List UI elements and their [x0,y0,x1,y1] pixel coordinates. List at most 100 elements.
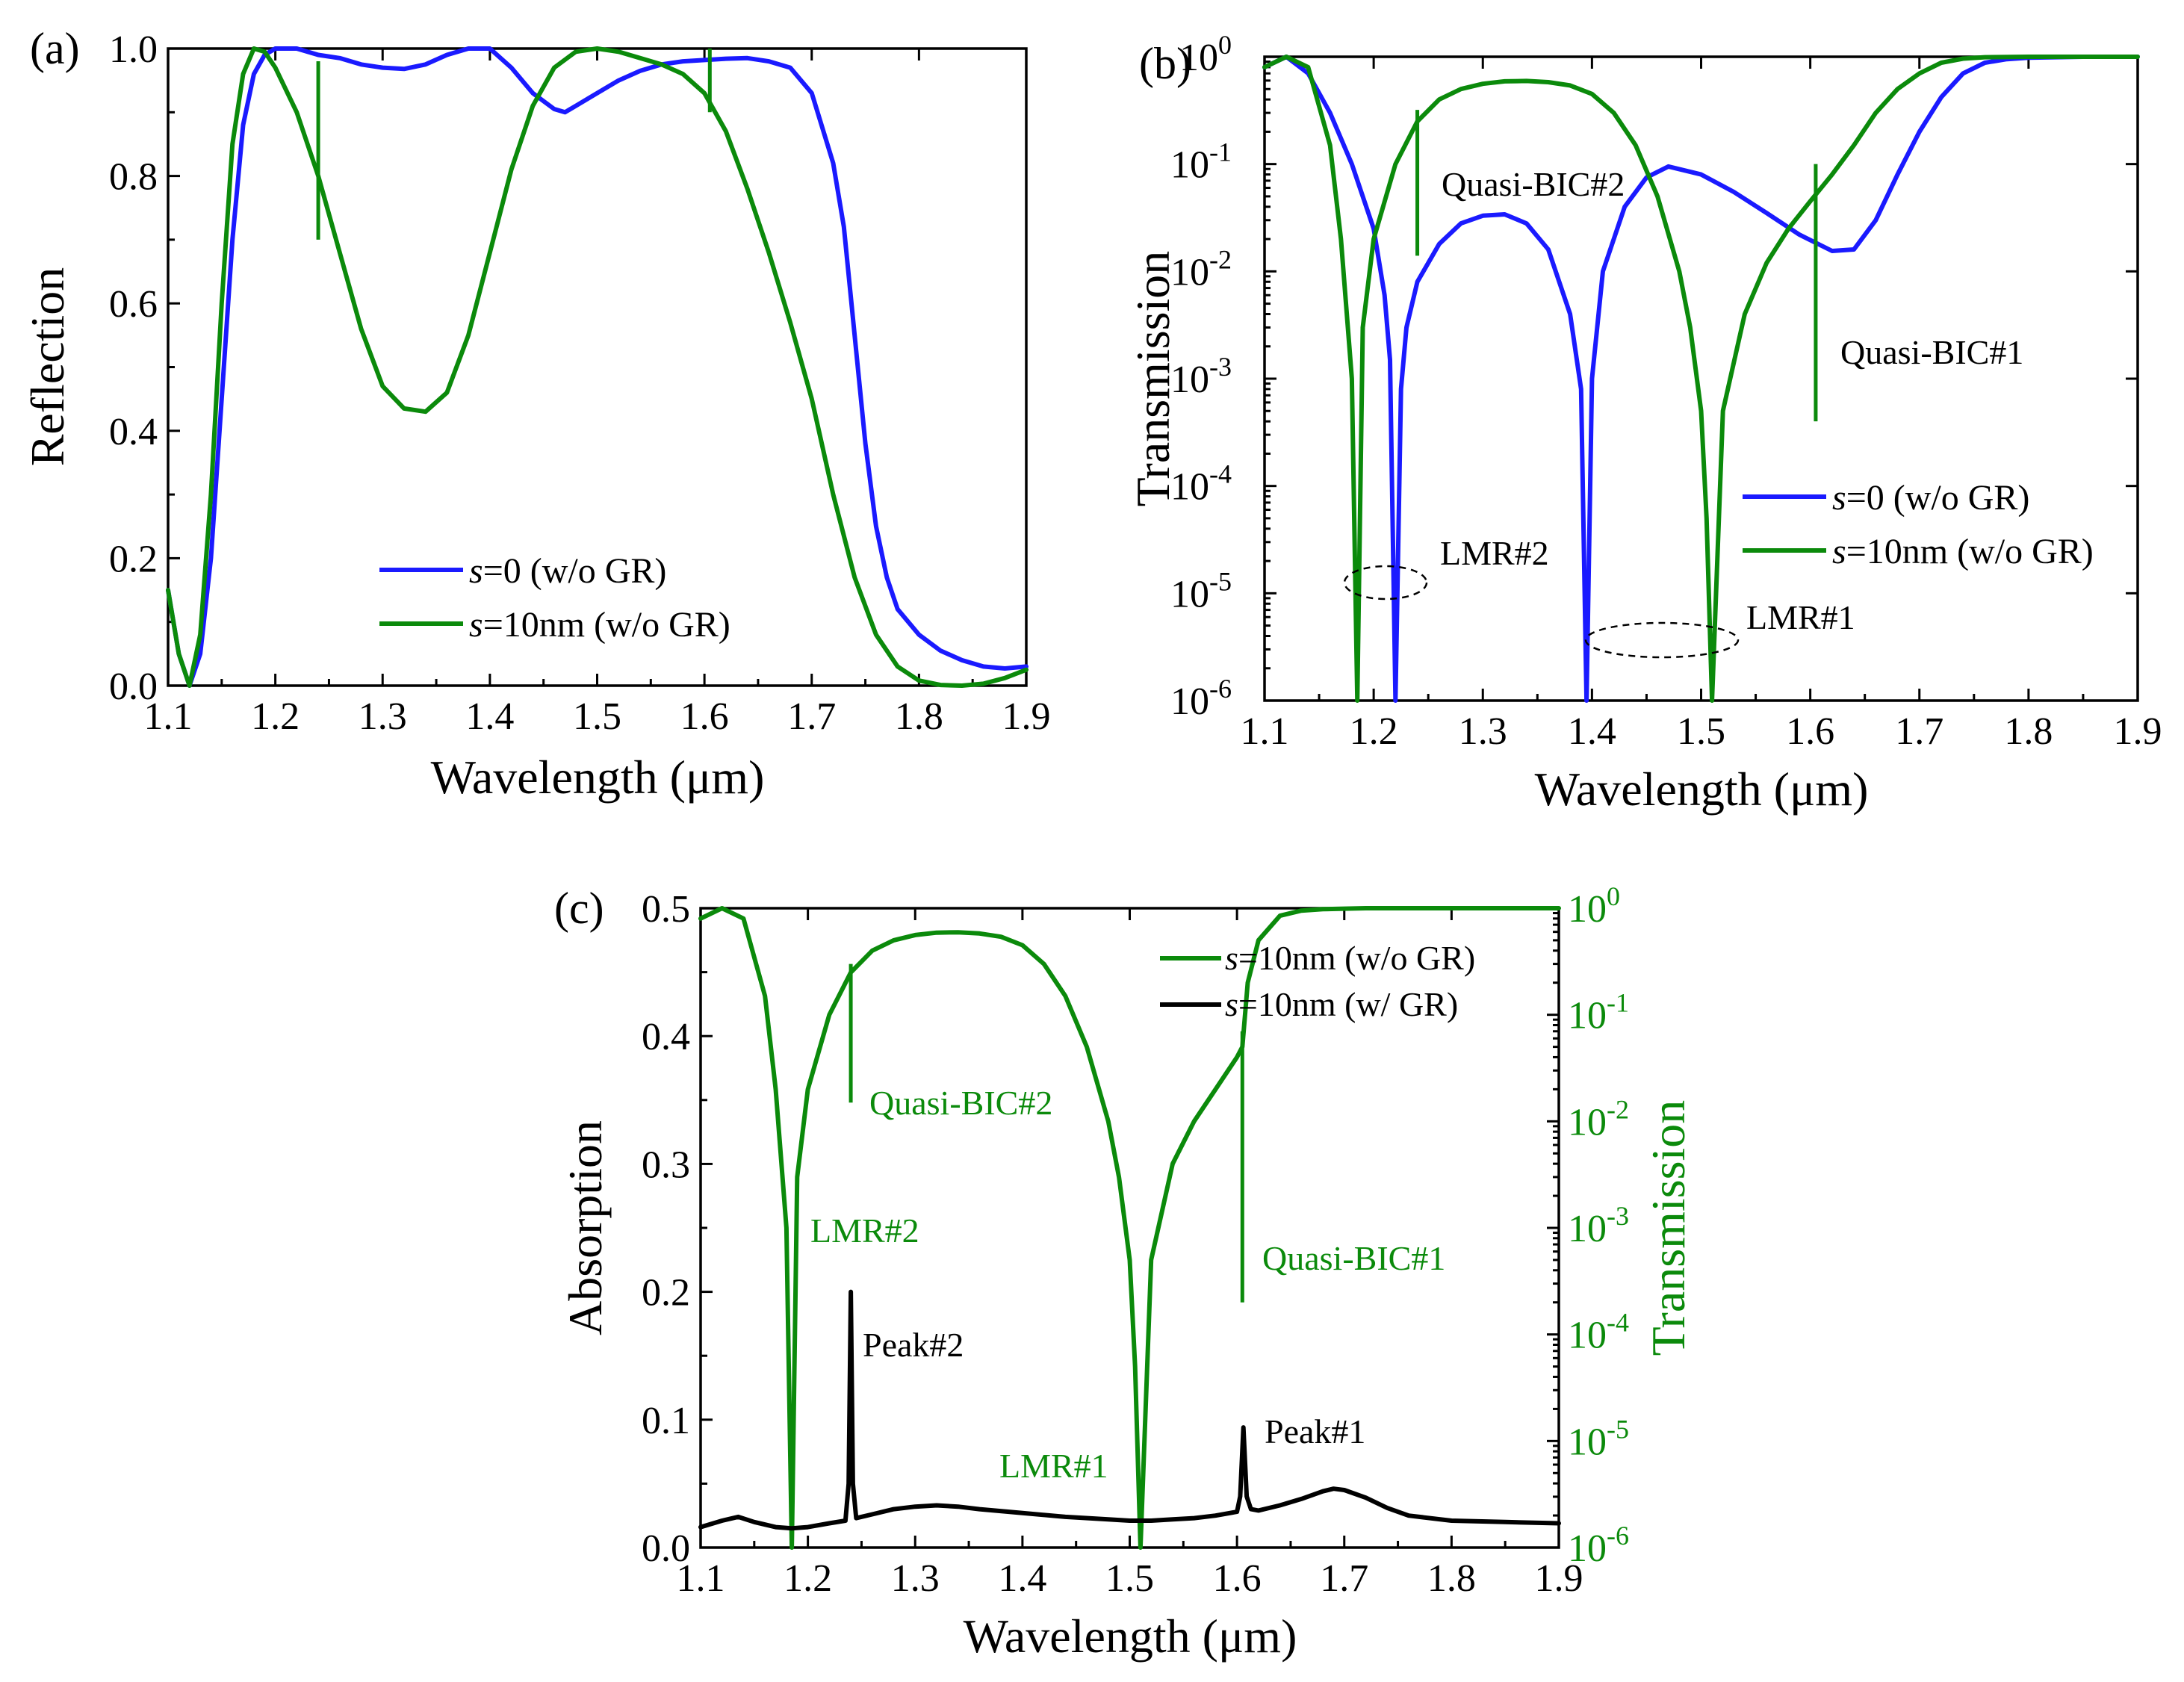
panel-a-label: (a) [30,24,80,73]
panel-c-right-ytick-label: 10-6 [1568,1521,1629,1570]
legend-entry-s0: s=0 (w/o GR) [469,551,666,591]
panel-b-xtick-label: 1.1 [1241,710,1289,753]
legend-entry-s0: s=0 (w/o GR) [1832,478,2029,518]
panel-b-ellipse-lmr1 [1584,621,1740,659]
panel-b-annotation-lmr2: LMR#2 [1440,534,1549,572]
panel-b-series-green [1262,55,2140,703]
panel-b-ytick-label: 10-3 [1170,352,1232,401]
panel-c-ytick-label: 0.1 [642,1400,690,1442]
panel-c-right-ytick-label: 10-3 [1568,1201,1629,1250]
panel-a-xtick-label: 1.6 [680,695,729,738]
panel-b-ytick-label: 10-4 [1170,459,1232,509]
panel-b-ytick-label: 10-5 [1170,566,1232,615]
panel-c-right-ytick-label: 10-1 [1568,988,1629,1037]
panel-c-xtick-label: 1.9 [1535,1557,1583,1600]
panel-b-xtick-label: 1.2 [1350,710,1398,753]
legend-entry-s10: s=10nm (w/o GR) [469,605,730,645]
panel-a-xlabel: Wavelength (μm) [431,751,765,804]
panel-b-ylabel: Transmission [1126,251,1179,507]
panel-c-annotation-qbic2: Quasi-BIC#2 [869,1084,1052,1122]
panel-c-ytick-label: 0.5 [642,888,690,931]
panel-b-ytick-label: 10-1 [1170,137,1232,187]
panel-c-xtick-label: 1.8 [1427,1557,1476,1600]
panel-a-ytick-label: 1.0 [109,28,158,71]
panel-a-xtick-label: 1.5 [573,695,621,738]
panel-c-right-ytick-label: 10-4 [1568,1308,1629,1357]
panel-c-series-green [698,906,1561,1550]
panel-c-series-black [698,1289,1561,1531]
panel-c-xtick-label: 1.3 [891,1557,940,1600]
panel-c-curves [698,906,1561,1550]
panel-c-right-ytick-label: 10-2 [1568,1094,1629,1143]
panel-c-xtick-label: 1.7 [1320,1557,1368,1600]
panel-b-annotation-qbic2: Quasi-BIC#2 [1442,165,1625,203]
panel-a-xtick-label: 1.9 [1002,695,1051,738]
panel-b-ellipse-lmr2 [1343,565,1428,601]
panel-a-ytick-label: 0.0 [109,665,158,708]
panel-a-ytick-label: 0.8 [109,156,158,199]
panel-b-annotation-qbic1: Quasi-BIC#1 [1840,333,2023,371]
panel-b-xlabel: Wavelength (μm) [1535,763,1869,816]
panel-b-ticks: 1.1 1.2 1.3 1.4 1.5 1.6 1.7 1.8 1.9 100 10-1 10-2 10… [1170,30,2162,753]
panel-c-ytick-label: 0.0 [642,1527,690,1570]
panel-b-ytick-label: 10-2 [1170,244,1232,294]
panel-c-right-ytick-label: 100 [1568,881,1620,931]
panel-c-label: (c) [554,884,604,933]
panel-a: (a) 1.1 1.2 1.3 1.4 1.5 1.6 1.7 1.8 1.9 0.0 0.2 0.4… [21,24,1051,804]
panel-c-annotation-lmr2: LMR#2 [810,1211,919,1250]
panel-b-xtick-label: 1.5 [1677,710,1725,753]
legend-entry-green: s=10nm (w/o GR) [1225,939,1475,977]
panel-a-ytick-label: 0.2 [109,538,158,580]
panel-c-right-ytick-label: 10-5 [1568,1414,1629,1463]
panel-c-annotation-qbic1: Quasi-BIC#1 [1262,1239,1445,1277]
panel-b-ytick-label: 100 [1179,30,1232,79]
panel-a-xtick-label: 1.4 [465,695,514,738]
panel-a-ytick-label: 0.6 [109,283,158,326]
panel-c-xlabel: Wavelength (μm) [964,1610,1297,1663]
panel-b-annotation-lmr1: LMR#1 [1746,598,1855,636]
panel-b-legend: s=0 (w/o GR) s=10nm (w/o GR) [1743,478,2094,571]
legend-entry-black: s=10nm (w/ GR) [1225,985,1458,1023]
legend-entry-s10: s=10nm (w/o GR) [1832,532,2094,571]
panel-a-ytick-label: 0.4 [109,411,158,453]
panel-a-ticks: 1.1 1.2 1.3 1.4 1.5 1.6 1.7 1.8 1.9 0.0 0.2 0.4 0.6 0… [109,28,1051,738]
panel-c-ticks: 1.1 1.2 1.3 1.4 1.5 1.6 1.7 1.8 1.9 0.0 0.1 0.2 0.3 0… [642,881,1629,1600]
panel-c-xtick-label: 1.6 [1213,1557,1262,1600]
panel-c-legend: s=10nm (w/o GR) s=10nm (w/ GR) [1160,939,1475,1023]
panel-b-xtick-label: 1.3 [1459,710,1507,753]
panel-b-label: (b) [1139,39,1191,88]
panel-a-xtick-label: 1.1 [144,695,193,738]
panel-c-ytick-label: 0.2 [642,1272,690,1315]
panel-b-ytick-label: 10-6 [1170,674,1232,723]
panel-c-y2label: Transmission [1642,1100,1695,1356]
panel-c-ytick-label: 0.3 [642,1143,690,1186]
panel-b: (b) 1.1 1.2 1.3 1.4 1.5 1.6 1.7 1.8 1.9 100 10-1 10… [1126,30,2162,816]
panel-b-xtick-label: 1.7 [1895,710,1943,753]
panel-c-xtick-label: 1.2 [784,1557,832,1600]
panel-a-ylabel: Reflection [21,267,74,467]
panel-a-curves [166,46,1029,688]
panel-b-xtick-label: 1.4 [1568,710,1616,753]
panel-b-xtick-label: 1.8 [2004,710,2053,753]
panel-c-ylabel: Absorption [559,1120,612,1335]
panel-c-xtick-label: 1.1 [677,1557,725,1600]
panel-b-curves [1262,55,2140,703]
panel-a-legend: s=0 (w/o GR) s=10nm (w/o GR) [379,551,730,645]
panel-c-annotation-lmr1: LMR#1 [999,1447,1108,1485]
panel-b-xtick-label: 1.6 [1786,710,1834,753]
panel-a-xtick-label: 1.8 [895,695,943,738]
panel-a-xtick-label: 1.2 [251,695,300,738]
panel-b-xtick-label: 1.9 [2114,710,2162,753]
panel-c-annotation-peak1: Peak#1 [1265,1412,1365,1450]
panel-a-series-green [166,46,1029,688]
panel-a-xtick-label: 1.3 [359,695,407,738]
panel-c-xtick-label: 1.4 [998,1557,1046,1600]
panel-b-series-blue [1262,55,2140,703]
panel-c-annotation-peak2: Peak#2 [863,1326,964,1364]
panel-a-series-blue [166,46,1029,688]
panel-a-xtick-label: 1.7 [787,695,836,738]
panel-c-xtick-label: 1.5 [1105,1557,1154,1600]
panel-c-ytick-label: 0.4 [642,1016,690,1058]
panel-c: (c) 1.1 1.2 1.3 1.4 1.5 1.6 1.7 1.8 1.9 0.0 0.1 0.2… [554,881,1695,1663]
